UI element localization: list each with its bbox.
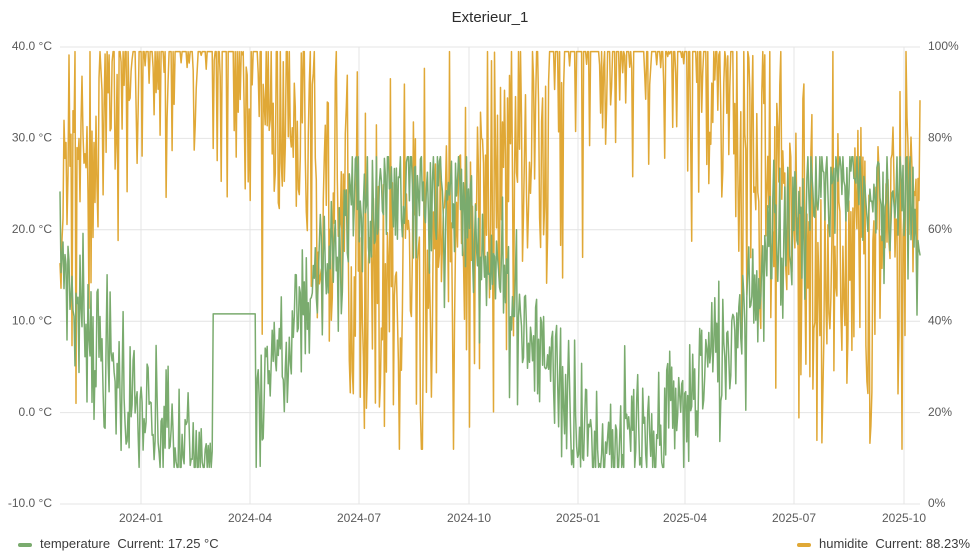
svg-text:2025-01: 2025-01 [556,511,600,525]
svg-text:2025-10: 2025-10 [882,511,926,525]
svg-text:-10.0 °C: -10.0 °C [8,496,52,510]
svg-text:2024-10: 2024-10 [447,511,491,525]
svg-text:0%: 0% [928,496,946,510]
svg-text:80%: 80% [928,131,952,145]
svg-text:20.0 °C: 20.0 °C [12,222,52,236]
svg-text:60%: 60% [928,222,952,236]
svg-text:40%: 40% [928,313,952,327]
svg-text:2024-07: 2024-07 [337,511,381,525]
svg-text:10.0 °C: 10.0 °C [12,313,52,327]
svg-text:100%: 100% [928,39,959,53]
svg-text:2024-01: 2024-01 [119,511,163,525]
svg-text:20%: 20% [928,405,952,419]
svg-text:0.0 °C: 0.0 °C [19,405,53,419]
svg-text:2024-04: 2024-04 [228,511,272,525]
svg-text:40.0 °C: 40.0 °C [12,39,52,53]
svg-text:2025-04: 2025-04 [663,511,707,525]
svg-text:2025-07: 2025-07 [772,511,816,525]
svg-text:30.0 °C: 30.0 °C [12,131,52,145]
